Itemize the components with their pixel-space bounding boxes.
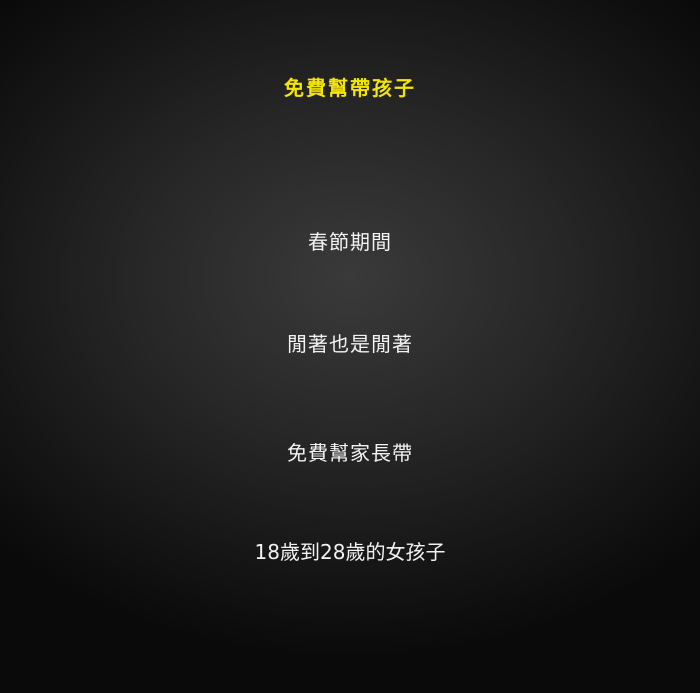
poster-line-4: 18歲到28歲的女孩子 — [254, 540, 446, 564]
poster-line-3: 免費幫家長帶 — [287, 441, 413, 465]
poster-title: 免費幫帶孩子 — [284, 76, 416, 100]
poster-line-2: 閒著也是閒著 — [287, 332, 413, 356]
poster-line-1: 春節期間 — [308, 230, 392, 254]
